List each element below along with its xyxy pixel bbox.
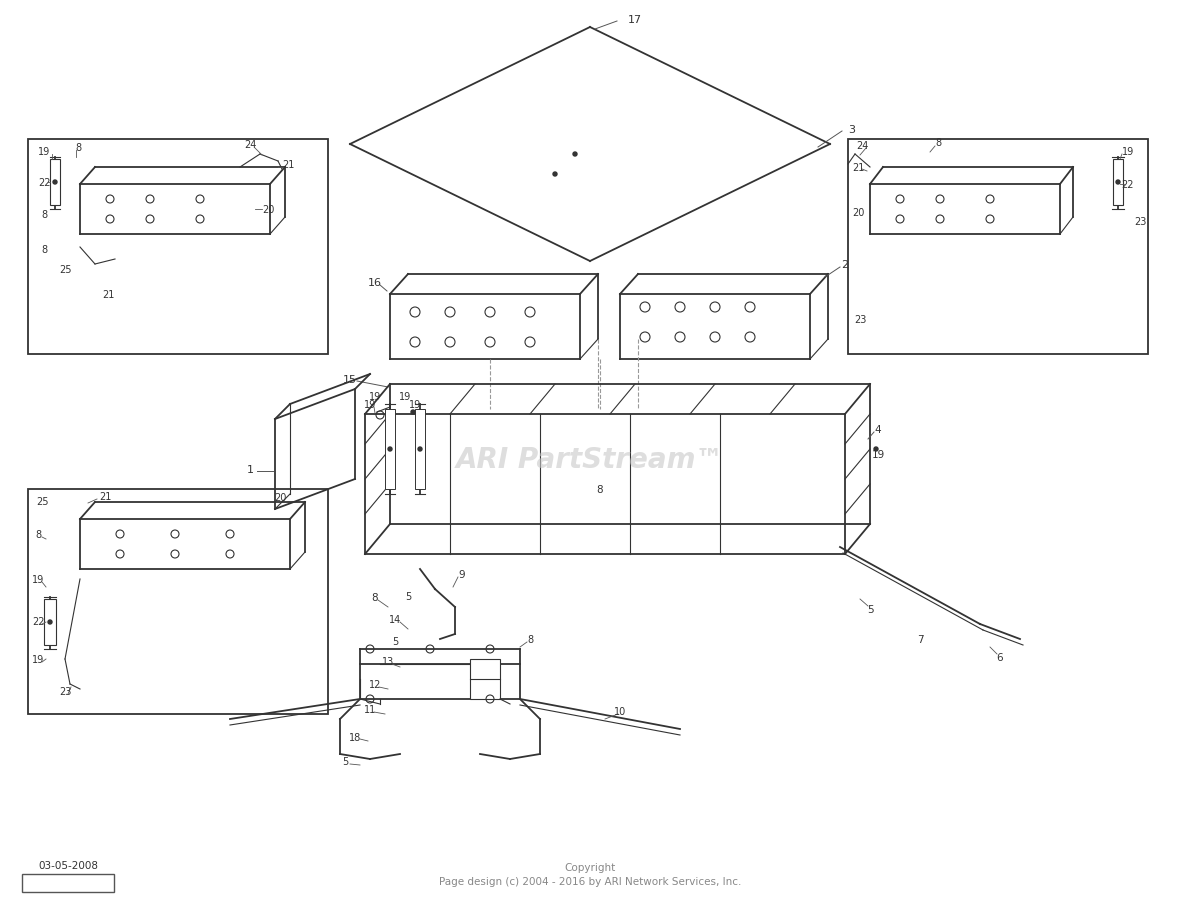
Text: 8: 8 [41,245,47,255]
Text: 15: 15 [343,374,358,384]
Text: 12: 12 [369,680,381,690]
Circle shape [573,153,577,157]
Text: 22: 22 [32,617,45,627]
Text: 25: 25 [35,496,48,507]
Text: 8: 8 [935,138,942,148]
Text: 24: 24 [244,140,256,149]
Text: 2: 2 [841,260,848,270]
Bar [28,489,328,714]
Text: 21: 21 [282,159,294,169]
Text: 11: 11 [363,704,376,714]
Text: 21: 21 [99,491,111,501]
Text: 20: 20 [262,205,274,215]
Circle shape [1116,180,1120,185]
Text: 8: 8 [41,210,47,220]
Text: 8: 8 [527,634,533,644]
Text: Page design (c) 2004 - 2016 by ARI Network Services, Inc.: Page design (c) 2004 - 2016 by ARI Netwo… [439,876,741,886]
Text: 4: 4 [874,425,881,435]
Text: 22: 22 [38,178,51,188]
Text: 18: 18 [349,732,361,742]
Text: 8: 8 [76,143,81,153]
Text: 19: 19 [38,147,50,157]
Text: 17: 17 [628,15,642,25]
Text: ARI PartStream™: ARI PartStream™ [455,445,725,474]
Text: 3: 3 [848,125,856,135]
Text: 19: 19 [363,400,376,410]
Circle shape [388,447,392,452]
Text: 16: 16 [368,278,382,288]
Text: 03-05-2008: 03-05-2008 [38,860,98,870]
Bar [28,140,328,354]
Text: 10: 10 [614,706,627,716]
Text: 22: 22 [1122,179,1134,189]
Circle shape [874,447,878,452]
Text: 7: 7 [917,634,923,644]
Bar [415,410,425,489]
Circle shape [48,620,52,624]
Text: 21: 21 [852,163,864,173]
Text: 5: 5 [342,756,348,766]
Text: 19: 19 [399,392,411,402]
Text: 23: 23 [59,686,71,696]
Bar [848,140,1148,354]
Bar [44,599,55,645]
Text: 5: 5 [866,604,873,614]
Text: 14: 14 [389,614,401,624]
Bar [1113,159,1123,206]
Text: 8: 8 [597,485,603,495]
Circle shape [53,180,57,185]
Bar [470,660,500,700]
Text: 19: 19 [871,449,885,459]
Text: 13: 13 [382,656,394,666]
Text: 6: 6 [997,652,1003,662]
Text: 19: 19 [409,400,421,410]
Text: 1: 1 [247,465,254,475]
Circle shape [411,411,415,415]
Text: 25: 25 [59,265,71,275]
Text: 24: 24 [856,141,868,151]
Text: 8: 8 [372,592,379,602]
Text: 19: 19 [32,654,44,664]
Text: 9: 9 [459,569,465,579]
Bar [385,410,395,489]
Circle shape [553,173,557,177]
Text: 5: 5 [405,591,411,601]
Text: 5: 5 [392,636,398,646]
Bar [50,159,60,206]
Bar [22,874,114,892]
Circle shape [418,447,422,452]
Text: 20: 20 [852,208,864,218]
Text: Copyright: Copyright [564,862,616,872]
Text: 23: 23 [854,314,866,324]
Text: 19: 19 [32,574,44,584]
Text: 21: 21 [101,290,114,300]
Text: 8: 8 [35,529,41,539]
Text: 23: 23 [1134,217,1146,227]
Text: 19: 19 [1122,147,1134,157]
Text: 20: 20 [274,493,287,503]
Text: 19: 19 [369,392,381,402]
